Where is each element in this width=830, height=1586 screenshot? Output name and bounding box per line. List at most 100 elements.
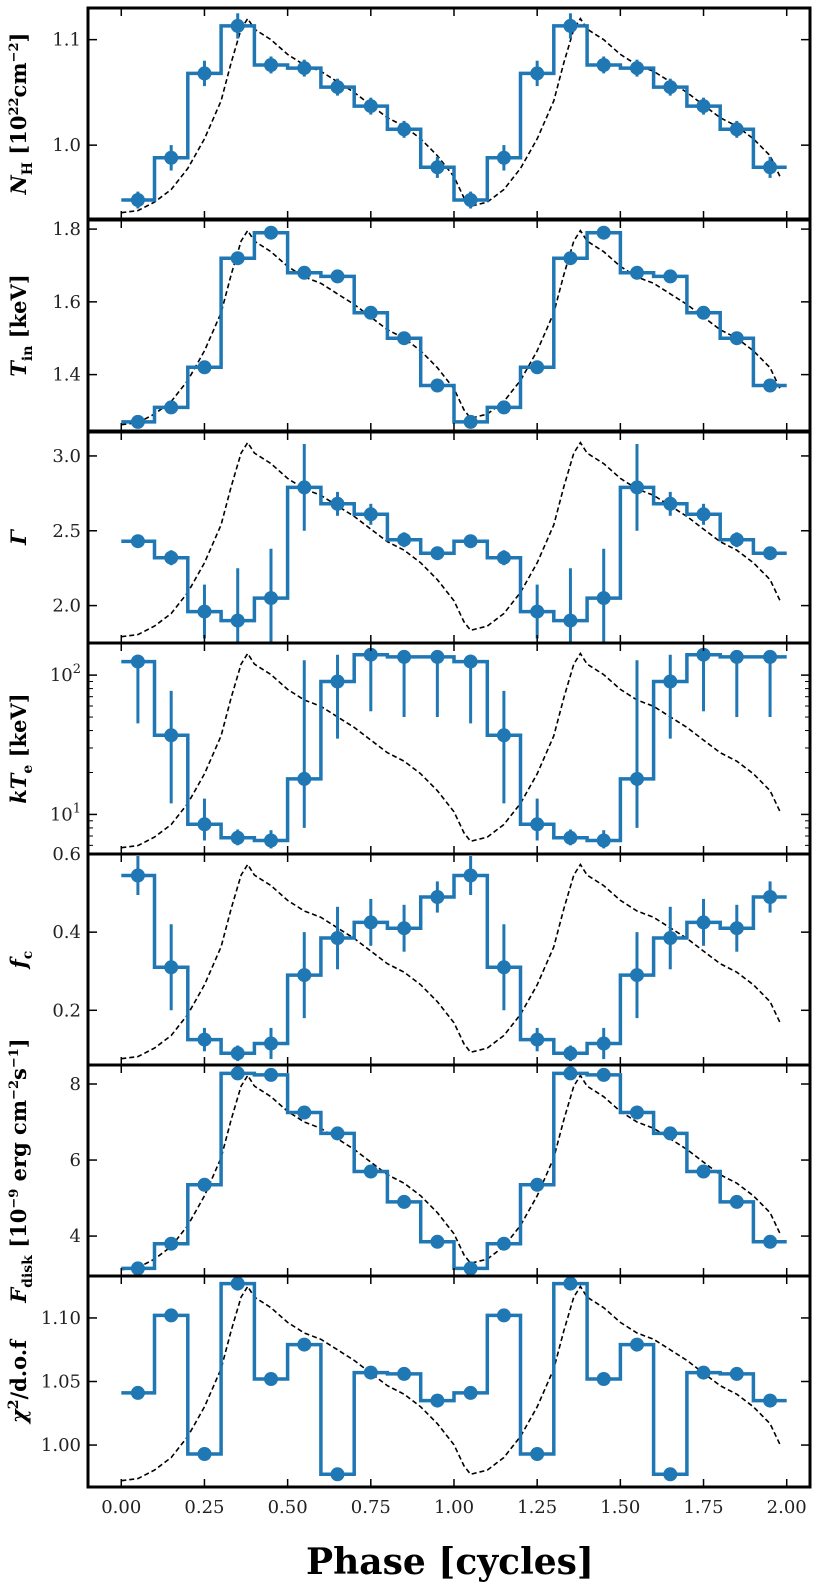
- data-point: [430, 1393, 445, 1408]
- data-point: [463, 534, 478, 549]
- label-main: Γ: [6, 528, 31, 546]
- data-point: [563, 830, 578, 845]
- data-point: [596, 1372, 611, 1386]
- data-point: [230, 830, 245, 845]
- data-point: [530, 604, 545, 619]
- x-tick-label: 0.50: [268, 1497, 308, 1518]
- data-point: [363, 915, 378, 930]
- label-sub: disk: [20, 1255, 36, 1288]
- data-point: [630, 771, 644, 786]
- data-point: [763, 546, 778, 561]
- reference-curve: [121, 17, 781, 214]
- y-tick-label: 1.00: [41, 1435, 81, 1456]
- data-point: [330, 1126, 345, 1141]
- data-point: [596, 1067, 611, 1082]
- data-point: [130, 1385, 145, 1400]
- data-point: [663, 931, 678, 945]
- panel-frame: [86, 218, 812, 433]
- data-point: [397, 331, 412, 346]
- data-point: [563, 1066, 578, 1081]
- reference-curve: [121, 441, 781, 638]
- data-point: [430, 378, 445, 393]
- data-point: [496, 550, 511, 565]
- data-point: [596, 591, 611, 606]
- label-sup: 22: [7, 97, 22, 115]
- data-point: [463, 1261, 478, 1276]
- label-main: χ: [6, 1408, 31, 1425]
- data-point: [297, 968, 312, 983]
- label-main: N: [6, 174, 31, 195]
- data-point: [663, 674, 678, 689]
- data-point: [563, 1276, 578, 1291]
- data-point: [663, 80, 678, 95]
- data-point: [130, 193, 145, 207]
- data-point: [563, 613, 578, 628]
- data-point: [130, 654, 145, 669]
- label-sub: c: [20, 951, 36, 960]
- data-point: [164, 550, 179, 565]
- label-sup3: −1: [7, 1048, 22, 1068]
- data-point: [397, 122, 412, 137]
- data-point: [264, 591, 278, 606]
- panel-frame: [86, 641, 812, 856]
- data-point: [330, 269, 345, 284]
- data-point: [130, 1261, 145, 1276]
- panel-plot-nh: [121, 13, 787, 214]
- data-point: [630, 1105, 644, 1120]
- y-tick-label: 2.0: [52, 596, 81, 617]
- data-point: [164, 960, 179, 975]
- panel-fc: 0.2 0.4 0.6 fc: [6, 844, 812, 1067]
- data-point: [496, 1236, 511, 1251]
- data-point: [330, 80, 345, 95]
- label-sup: 2: [6, 1400, 22, 1410]
- panel-nh: 1.0 1.1 NH [1022cm−2]: [6, 6, 812, 221]
- data-point: [330, 674, 345, 689]
- panel-plot-gamma: [121, 441, 787, 643]
- data-point: [696, 647, 711, 662]
- data-point: [197, 604, 212, 619]
- x-tick-label: 0.75: [351, 1497, 391, 1518]
- y-tick-label: 4: [70, 1226, 81, 1247]
- data-point: [696, 1365, 711, 1380]
- data-point: [164, 150, 179, 165]
- label-rest: [keV]: [6, 693, 31, 764]
- data-point: [330, 496, 345, 511]
- x-tick-label: 0.00: [101, 1497, 141, 1518]
- label-tail: cm: [6, 62, 31, 97]
- data-point: [230, 1276, 245, 1291]
- data-point: [496, 1308, 511, 1323]
- data-point: [463, 414, 478, 429]
- y-axis-label: χ2/d.o.f: [6, 1338, 31, 1425]
- data-point: [197, 1032, 212, 1047]
- data-point: [430, 649, 445, 664]
- data-point: [264, 1067, 278, 1082]
- y-tick-label: 1.1: [52, 30, 81, 51]
- data-point: [663, 1126, 678, 1141]
- data-point: [729, 331, 744, 346]
- data-point: [696, 1164, 711, 1179]
- data-point: [430, 890, 445, 904]
- data-point: [763, 890, 778, 904]
- data-point: [663, 269, 678, 284]
- data-point: [430, 546, 445, 561]
- data-point: [363, 647, 378, 662]
- data-point: [530, 66, 545, 81]
- panel-gamma: 2.0 2.5 3.0 Γ: [6, 430, 812, 645]
- data-point: [763, 1234, 778, 1249]
- data-point: [630, 968, 644, 983]
- panel-plot-fdisk: [121, 1066, 787, 1276]
- data-point: [264, 1372, 278, 1386]
- data-point: [530, 1032, 545, 1047]
- data-point: [596, 833, 611, 848]
- reference-curve: [121, 862, 781, 1060]
- panel-plot-kte: [121, 647, 787, 849]
- data-point: [264, 1036, 278, 1051]
- data-point: [729, 1366, 744, 1381]
- data-point: [729, 532, 744, 547]
- reference-curve: [121, 1073, 781, 1271]
- data-point: [663, 1467, 678, 1482]
- step-line: [121, 24, 787, 202]
- data-point: [596, 225, 611, 240]
